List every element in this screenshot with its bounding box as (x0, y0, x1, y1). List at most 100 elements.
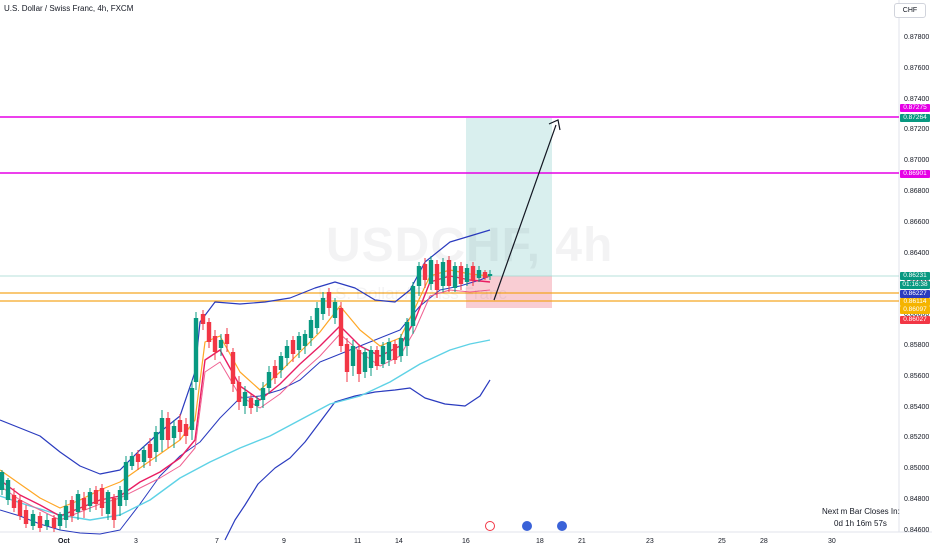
ema-medium (0, 269, 491, 509)
candle-body (350, 346, 356, 366)
price-axis-label: 0.86600 (904, 218, 930, 226)
candle-body (93, 490, 99, 504)
us-flag-event-icon[interactable] (557, 521, 567, 531)
candle-body (260, 388, 266, 400)
candle-body (75, 494, 81, 512)
candle-body (446, 260, 452, 286)
candle-body (416, 266, 422, 286)
currency-button[interactable]: CHF (894, 3, 926, 18)
price-tag: 0.86231 (900, 272, 930, 280)
candle-body (135, 454, 141, 462)
candle-body (470, 266, 476, 280)
candle-body (326, 292, 332, 308)
candle-body (368, 350, 374, 368)
price-tag: 0.86114 (900, 298, 930, 306)
candle-body (308, 320, 314, 338)
candle-body (224, 334, 230, 344)
projection-arrow-head (548, 119, 561, 131)
candle-body (0, 472, 5, 490)
candle-body (476, 270, 482, 278)
price-axis-label: 0.87400 (904, 95, 930, 103)
candle-body (37, 516, 43, 528)
candle-body (386, 342, 392, 360)
candle-body (392, 344, 398, 360)
price-axis-label: 0.87800 (904, 34, 930, 41)
candle-body (153, 432, 159, 452)
price-axis-label: 0.86000 (904, 311, 930, 319)
candle-body (302, 334, 308, 346)
time-axis-label: 11 (354, 538, 362, 545)
candle-body (266, 372, 272, 388)
time-axis-label: 16 (462, 538, 470, 545)
price-axis-label: 0.85000 (904, 465, 930, 473)
candle-body (30, 514, 36, 526)
candle-body (278, 356, 284, 370)
candle-body (129, 456, 135, 466)
time-axis-label: 9 (282, 538, 286, 545)
price-axis-label: 0.87200 (904, 126, 930, 134)
price-tag: 01:16:38 (900, 281, 930, 289)
lightning-event-icon[interactable] (485, 521, 495, 531)
price-axis-label: 0.84600 (904, 526, 930, 534)
candle-body (230, 352, 236, 384)
candle-body (248, 398, 254, 408)
candle-body (171, 426, 177, 438)
candle-body (362, 352, 368, 372)
candle-body (189, 388, 195, 430)
moving-average-slow (0, 339, 491, 521)
candle-body (117, 490, 123, 506)
candle-body (487, 274, 493, 276)
time-axis-label: 23 (646, 538, 654, 545)
candle-body (398, 338, 404, 356)
candle-body (57, 514, 63, 526)
candle-body (464, 268, 470, 282)
candle-body (177, 420, 183, 432)
candle-body (482, 272, 488, 278)
candle-body (111, 498, 117, 520)
candle-body (141, 450, 147, 462)
price-axis-label: 0.86400 (904, 249, 930, 257)
price-axis-label: 0.85200 (904, 434, 930, 442)
symbol-watermark: USDCHF, 4h (326, 219, 614, 272)
bollinger-upper (0, 229, 491, 475)
candle-body (428, 260, 434, 284)
time-axis-label: 30 (828, 538, 836, 545)
price-tag: 0.86227 (900, 290, 930, 298)
candle-body (242, 392, 248, 406)
candle-body (23, 510, 29, 524)
symbol-watermark-subtitle: U.S. Dollar / Swiss Franc (318, 284, 507, 303)
candle-body (218, 340, 224, 348)
candle-body (5, 480, 11, 500)
price-axis-label: 0.85800 (904, 342, 930, 349)
candle-body (236, 382, 242, 402)
target-zone (466, 118, 552, 276)
time-axis-label: 21 (578, 538, 586, 545)
symbol-legend-title[interactable]: U.S. Dollar / Swiss Franc, 4h, FXCM (4, 4, 134, 13)
candle-body (458, 266, 464, 284)
price-axis-label: 0.85600 (904, 372, 930, 380)
candle-body (105, 492, 111, 514)
next-bar-title: Next m Bar Closes In: (822, 507, 900, 516)
candle-body (212, 336, 218, 352)
candle-body (404, 322, 410, 346)
price-axis-label: 0.84800 (904, 496, 930, 503)
time-axis-label: 7 (215, 538, 219, 545)
candle-body (272, 366, 278, 378)
candle-body (183, 424, 189, 436)
bollinger-lower (224, 379, 491, 541)
price-axis-label: 0.87000 (904, 157, 930, 165)
candle-body (99, 488, 105, 508)
candle-body (87, 492, 93, 506)
candle-body (81, 498, 87, 510)
candle-body (290, 340, 296, 354)
candle-body (314, 308, 320, 328)
us-flag-event-icon[interactable] (522, 521, 532, 531)
time-axis-label: 25 (718, 538, 726, 545)
price-axis-label: 0.86800 (904, 188, 930, 195)
candle-body (17, 500, 23, 516)
price-axis-label: 0.87600 (904, 64, 930, 72)
candle-body (44, 520, 50, 526)
candle-body (193, 318, 199, 382)
candle-body (206, 322, 212, 342)
